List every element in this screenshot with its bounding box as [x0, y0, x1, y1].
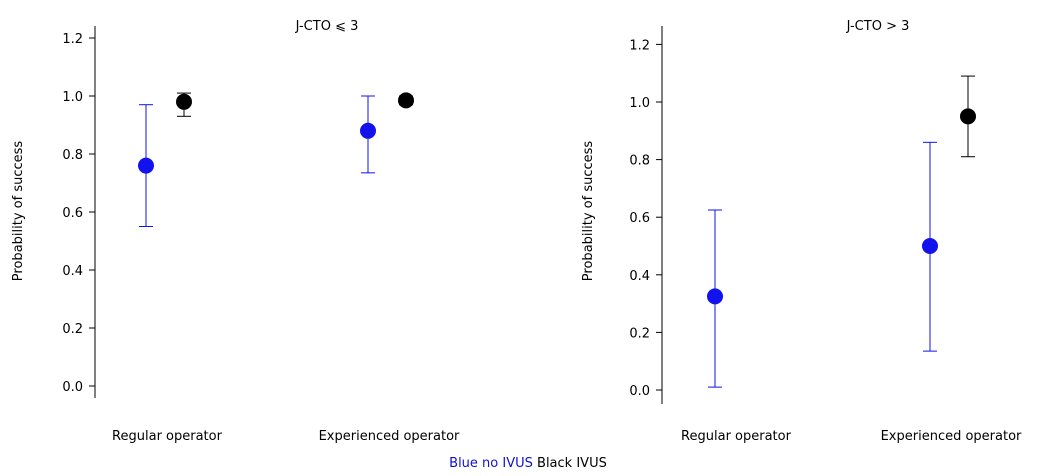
- y-tick-label: 1.2: [629, 38, 650, 53]
- y-tick-label: 1.2: [62, 32, 83, 47]
- y-tick-label: 0.8: [62, 148, 83, 163]
- data-point: [960, 108, 976, 125]
- y-axis-label: Probability of success: [11, 141, 26, 282]
- chart-panel-1: J-CTO ⩽ 3 Probability of success 0.0 0.2 0.4…: [11, 19, 460, 444]
- chart-panel-2: J-CTO > 3 Probability of success 0.0 0.2 0.4…: [581, 19, 1022, 444]
- y-tick-label: 0.6: [629, 211, 650, 226]
- y-tick-label: 0.4: [62, 264, 83, 279]
- legend-blue-no-ivus: Blue no IVUS: [449, 456, 533, 471]
- data-point: [138, 157, 154, 174]
- y-tick-label: 0.4: [629, 269, 650, 284]
- data-point: [176, 93, 192, 110]
- y-tick-label: 0.6: [62, 206, 83, 221]
- chart-title: J-CTO > 3: [846, 19, 910, 34]
- x-category-label: Experienced operator: [319, 429, 460, 444]
- data-point: [922, 238, 938, 254]
- x-category-label: Regular operator: [681, 429, 792, 444]
- y-tick-label: 0.0: [62, 380, 83, 395]
- chart-title: J-CTO ⩽ 3: [295, 19, 359, 34]
- legend-black-ivus: Black IVUS: [537, 456, 607, 471]
- y-tick-label: 0.2: [62, 322, 83, 337]
- y-tick-label: 0.0: [629, 384, 650, 399]
- data-point: [398, 92, 414, 109]
- y-tick-label: 0.8: [629, 154, 650, 169]
- chart-legend: Blue no IVUS Black IVUS: [0, 456, 1056, 471]
- y-tick-label: 1.0: [62, 90, 83, 105]
- x-category-label: Experienced operator: [881, 429, 1022, 444]
- data-point: [707, 288, 723, 305]
- y-tick-label: 0.2: [629, 326, 650, 341]
- x-category-label: Regular operator: [112, 429, 223, 444]
- data-point: [360, 122, 376, 139]
- y-tick-label: 1.0: [629, 96, 650, 111]
- y-axis-label: Probability of success: [581, 141, 596, 282]
